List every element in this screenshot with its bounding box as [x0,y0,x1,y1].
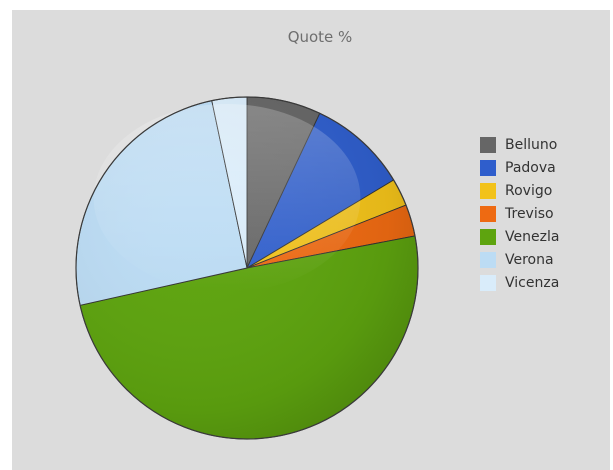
pie-outline [75,96,419,440]
legend-label: Venezla [505,228,560,245]
legend-swatch [480,136,496,153]
legend-label: Treviso [505,205,554,222]
legend-item-belluno: Belluno [480,133,559,156]
legend: Belluno Padova Rovigo Treviso Venezla Verona V… [480,133,559,294]
legend-item-treviso: Treviso [480,202,559,225]
legend-item-verona: Verona [480,248,559,271]
legend-label: Verona [505,251,554,268]
legend-item-vicenza: Vicenza [480,271,559,294]
legend-label: Belluno [505,136,558,153]
chart-title: Quote % [287,28,353,46]
legend-label: Rovigo [505,182,553,199]
legend-swatch [480,228,496,245]
legend-item-padova: Padova [480,156,559,179]
legend-swatch [480,205,496,222]
legend-item-rovigo: Rovigo [480,179,559,202]
legend-swatch [480,274,496,291]
legend-item-venezia: Venezla [480,225,559,248]
legend-label: Vicenza [505,274,560,291]
legend-swatch [480,182,496,199]
legend-swatch [480,251,496,268]
legend-swatch [480,159,496,176]
legend-label: Padova [505,159,556,176]
